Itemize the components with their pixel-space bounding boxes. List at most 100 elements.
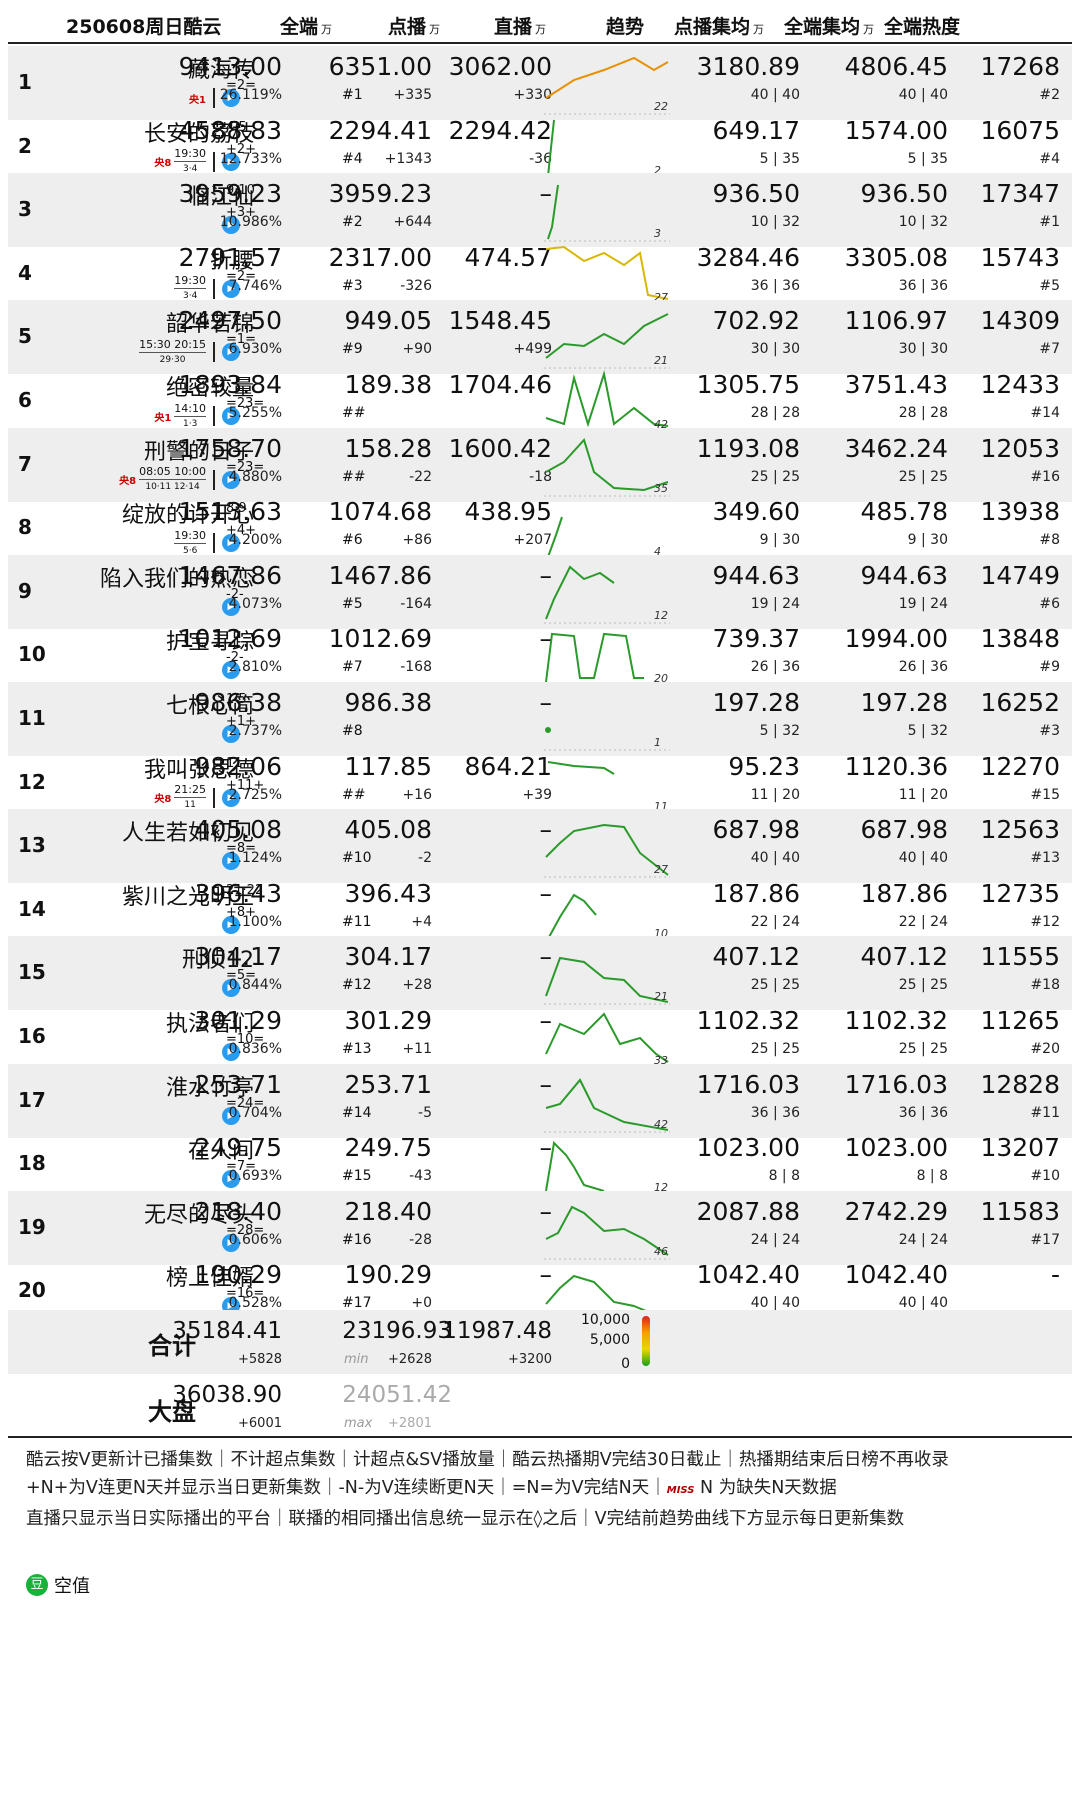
live-value: 1600.42 (448, 433, 552, 463)
trend-chart (544, 727, 670, 751)
platform-info: 15:30 20:15 29·30 ▶ (139, 334, 240, 370)
platform-info: ▶ (222, 207, 240, 243)
drama-title[interactable]: 折腰 (209, 248, 254, 274)
drama-title[interactable]: 执法者们 (165, 1012, 254, 1037)
heat-rank: #7 (1039, 341, 1060, 358)
drama-title[interactable]: 韶华若锦 (165, 312, 254, 338)
trend-chart (544, 565, 670, 624)
table-row: 20 榜上佳婿 =16= ▶ 190.29 0.528% 190.29 #17 … (8, 1254, 1072, 1328)
drama-title[interactable]: 陷入我们的热恋 (99, 566, 254, 592)
divider (213, 88, 215, 108)
trend-line (545, 565, 615, 620)
table-row: 19 无尽的尽头 =28= ▶ 218.40 0.606% 218.40 #16… (8, 1190, 1072, 1265)
trend-chart (544, 824, 670, 878)
all-avg-episodes: 19 | 24 (898, 595, 948, 612)
live-value: 438.95 (464, 497, 552, 527)
heat-rank: #14 (1030, 405, 1060, 421)
drama-title[interactable]: 刑警的日子 (143, 439, 254, 465)
platform-info: ▶ (222, 1034, 240, 1070)
drama-title[interactable]: 绝密较量 (165, 376, 254, 401)
trend-line (545, 824, 669, 876)
live-value: – (539, 942, 553, 972)
vod-avg: 1023.00 (696, 1133, 800, 1163)
all-avg-episodes: 28 | 28 (898, 405, 948, 421)
vod-delta: -22 (409, 468, 432, 485)
drama-title[interactable]: 榜上佳婿 (165, 1266, 254, 1292)
total-value: 3959.23 (178, 179, 282, 209)
divider (213, 469, 215, 490)
vod-rank: #4 (342, 150, 363, 167)
status-change: =28= (226, 1222, 265, 1238)
vod-avg: 2087.88 (696, 1196, 800, 1226)
all-avg: 944.63 (860, 560, 948, 590)
trend-line (547, 760, 615, 775)
share-percent: 0.704% (228, 1104, 282, 1121)
drama-title[interactable]: 藏海传 (187, 58, 254, 83)
trend-sparkline (544, 622, 670, 688)
vod-rank: #1 (342, 87, 363, 103)
drama-title[interactable]: 临江仙 (187, 185, 254, 211)
drama-title[interactable]: 绽放的许开心 (121, 503, 254, 529)
trend-days: 2 (654, 163, 661, 177)
tv-channel: 央8 (154, 794, 172, 806)
rank-number: 9 (18, 578, 32, 603)
drama-title[interactable]: 紫川之光明王 (121, 884, 254, 910)
drama-title[interactable]: 我叫张思德 (143, 757, 254, 783)
all-avg-episodes: 5 | 32 (907, 723, 948, 739)
trend-line (545, 1012, 669, 1063)
share-percent: 4.073% (228, 595, 282, 612)
vod-avg-episodes: 8 | 8 (768, 1168, 800, 1185)
table-row: 3 临江仙 9·10 +3+ ▶ 3959.23 10.986% 3959.23… (8, 173, 1072, 248)
share-percent: 4.880% (228, 468, 282, 485)
drama-title[interactable]: 护宝寻踪 (165, 630, 254, 656)
all-avg: 1574.00 (844, 115, 948, 145)
col-trend: 趋势 (606, 16, 645, 38)
all-avg-episodes: 25 | 25 (898, 977, 948, 994)
broadcast-time: 19:30 3·4 (174, 147, 206, 175)
live-value: 2294.42 (448, 115, 552, 145)
platform-info: 19:30 5·6 ▶ (174, 525, 240, 561)
drama-title[interactable]: 长安的荔枝 (143, 121, 254, 147)
all-avg: 1994.00 (844, 624, 948, 654)
heat-rank: #2 (1039, 87, 1060, 103)
vod-rank: #11 (342, 913, 372, 930)
tv-channel: 央8 (154, 158, 172, 170)
drama-title[interactable]: 人生若如初见 (121, 821, 254, 847)
tencent-video-icon: ▶ (222, 1106, 240, 1125)
trend-line (545, 437, 669, 491)
empty-value-legend: 豆 空值 (26, 1572, 90, 1598)
vod-rank: #6 (342, 532, 363, 549)
vod-value: 1012.69 (328, 624, 432, 654)
heat-value: 17347 (980, 179, 1060, 209)
drama-title[interactable]: 无尽的尽头 (143, 1202, 254, 1228)
table-row: 2 长安的荔枝 4·5 +2+ 央8 19:30 3·4 ▶ 4588.83 12… (8, 110, 1072, 184)
all-avg-episodes: 5 | 35 (907, 150, 948, 167)
rank-number: 4 (18, 260, 32, 285)
drama-title[interactable]: 淮水竹亭 (165, 1075, 254, 1101)
total-value: 1467.86 (178, 560, 282, 590)
broadcast-time: 15:30 20:15 29·30 (139, 337, 206, 365)
vod-value: 301.29 (344, 1006, 432, 1035)
broadcast-time: 19:30 5·6 (174, 528, 206, 556)
rank-number: 7 (18, 451, 32, 476)
tencent-video-icon: ▶ (222, 915, 240, 934)
vod-avg: 3284.46 (696, 242, 800, 272)
divider (213, 533, 215, 554)
drama-title[interactable]: 在人间 (187, 1139, 254, 1165)
all-avg: 197.28 (860, 688, 948, 717)
tencent-video-icon: ▶ (222, 89, 240, 107)
live-value: – (539, 1260, 553, 1290)
live-value: – (539, 1133, 553, 1163)
drama-title[interactable]: 刑侦12 (182, 948, 254, 974)
table-row: 15 刑侦12 =5= ▶ 304.17 0.844% 304.17 #12 +… (8, 936, 1072, 1011)
share-percent: 0.693% (228, 1168, 282, 1185)
heat-value: 14749 (980, 560, 1060, 590)
vod-value: 2317.00 (328, 242, 432, 272)
market-row: 大盘 36038.90 +6001 24051.42 max +2801 (8, 1374, 1072, 1438)
episode-count: 21·22 (226, 882, 264, 898)
divider (213, 151, 215, 172)
col-ja: 点播集均万 (674, 16, 765, 38)
vod-avg: 197.28 (712, 688, 800, 717)
drama-title[interactable]: 七根心简 (165, 694, 254, 719)
vod-avg-episodes: 11 | 20 (750, 786, 800, 803)
